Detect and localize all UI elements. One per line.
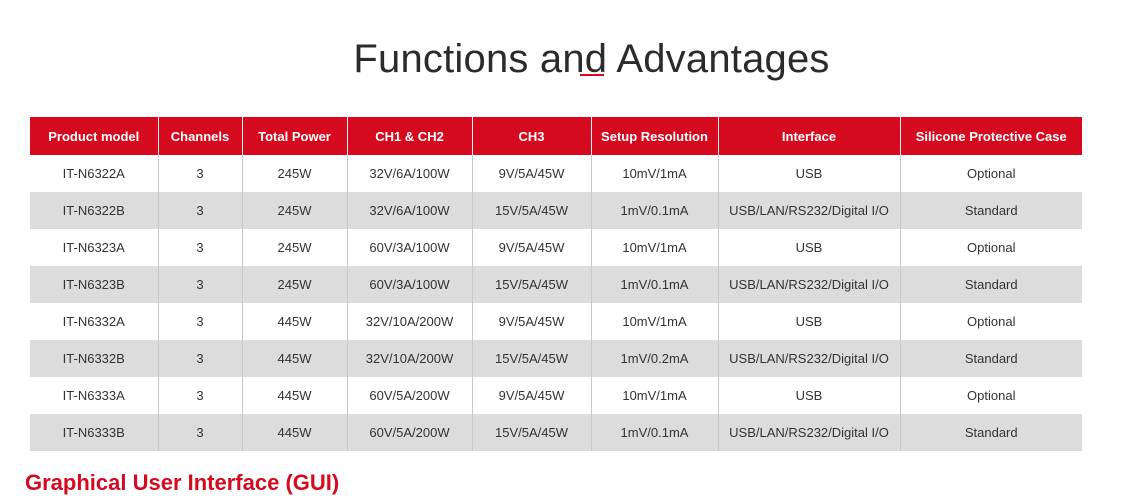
cell-setup-resolution: 10mV/1mA (591, 377, 719, 414)
table-row: IT-N6322A 3 245W 32V/6A/100W 9V/5A/45W 10mV/1… (30, 155, 1082, 192)
cell-total-power: 245W (242, 266, 348, 303)
cell-setup-resolution: 10mV/1mA (591, 155, 719, 192)
table-row: IT-N6332A 3 445W 32V/10A/200W 9V/5A/45W 10mV/… (30, 303, 1082, 340)
cell-protective-case: Standard (900, 414, 1082, 451)
cell-protective-case: Standard (900, 266, 1082, 303)
cell-total-power: 445W (242, 377, 348, 414)
cell-ch1-ch2: 60V/5A/200W (347, 414, 473, 451)
header-interface: Interface (718, 117, 901, 155)
cell-ch3: 15V/5A/45W (472, 266, 592, 303)
cell-setup-resolution: 1mV/0.1mA (591, 192, 719, 229)
cell-protective-case: Optional (967, 314, 1016, 329)
cell-channels: 3 (158, 266, 243, 303)
cell-ch3: 9V/5A/45W (472, 229, 592, 266)
cell-setup-resolution: 10mV/1mA (591, 229, 719, 266)
cell-interface: USB (718, 303, 901, 340)
cell-protective-case: Standard (900, 340, 1082, 377)
cell-ch3: 15V/5A/45W (472, 414, 592, 451)
cell-ch3: 9V/5A/45W (472, 377, 592, 414)
title-underline (580, 74, 604, 76)
table-row: IT-N6323A 3 245W 60V/3A/100W 9V/5A/45W 10mV/1… (30, 229, 1082, 266)
cell-product-model: IT-N6322A (30, 155, 159, 192)
cell-product-model: IT-N6332B (30, 340, 159, 377)
cell-product-model: IT-N6323B (30, 266, 159, 303)
cell-product-model: IT-N6322B (30, 192, 159, 229)
table-header-row: Product model Channels Total Power CH1 &… (30, 117, 1082, 155)
cell-ch3: 15V/5A/45W (472, 340, 592, 377)
cell-channels: 3 (158, 340, 243, 377)
header-setup-resolution: Setup Resolution (591, 117, 719, 155)
cell-product-model: IT-N6333B (30, 414, 159, 451)
cell-setup-resolution: 1mV/0.1mA (591, 414, 719, 451)
cell-channels: 3 (158, 303, 243, 340)
cell-protective-case: Optional (967, 166, 1016, 181)
cell-ch1-ch2: 32V/6A/100W (347, 155, 473, 192)
cell-interface: USB/LAN/RS232/Digital I/O (718, 414, 901, 451)
header-channels: Channels (158, 117, 243, 155)
cell-product-model: IT-N6333A (30, 377, 159, 414)
cell-interface: USB (718, 377, 901, 414)
cell-interface: USB (718, 229, 901, 266)
table-row: IT-N6333A 3 445W 60V/5A/200W 9V/5A/45W 10mV/1… (30, 377, 1082, 414)
cell-interface: USB/LAN/RS232/Digital I/O (718, 340, 901, 377)
cell-ch3: 9V/5A/45W (472, 155, 592, 192)
table-row: IT-N6322B 3 245W 32V/6A/100W 15V/5A/45W 1mV/0… (30, 192, 1082, 229)
cell-protective-case: Optional (967, 240, 1016, 255)
cell-channels: 3 (158, 229, 243, 266)
product-comparison-table: Product model Channels Total Power CH1 &… (30, 117, 1082, 451)
table-row: IT-N6323B 3 245W 60V/3A/100W 15V/5A/45W 1mV/0… (30, 266, 1082, 303)
header-protective-case: Silicone Protective Case (900, 117, 1082, 155)
cell-channels: 3 (158, 192, 243, 229)
header-total-power: Total Power (242, 117, 348, 155)
next-section-heading: Graphical User Interface (GUI) (25, 470, 340, 495)
cell-product-model: IT-N6332A (30, 303, 159, 340)
cell-total-power: 445W (242, 303, 348, 340)
cell-ch1-ch2: 60V/3A/100W (347, 229, 473, 266)
cell-ch1-ch2: 32V/6A/100W (347, 192, 473, 229)
table-row: IT-N6332B 3 445W 32V/10A/200W 15V/5A/45W 1mV/… (30, 340, 1082, 377)
cell-ch1-ch2: 60V/5A/200W (347, 377, 473, 414)
header-ch1-ch2: CH1 & CH2 (347, 117, 473, 155)
cell-channels: 3 (158, 414, 243, 451)
cell-setup-resolution: 10mV/1mA (591, 303, 719, 340)
cell-setup-resolution: 1mV/0.1mA (591, 266, 719, 303)
cell-ch3: 15V/5A/45W (472, 192, 592, 229)
cell-channels: 3 (158, 155, 243, 192)
header-product-model: Product model (30, 117, 159, 155)
cell-total-power: 445W (242, 414, 348, 451)
table-row: IT-N6333B 3 445W 60V/5A/200W 15V/5A/45W 1mV/0… (30, 414, 1082, 451)
cell-interface: USB/LAN/RS232/Digital I/O (718, 266, 901, 303)
cell-channels: 3 (158, 377, 243, 414)
header-ch3: CH3 (472, 117, 592, 155)
cell-protective-case: Optional (967, 388, 1016, 403)
cell-product-model: IT-N6323A (30, 229, 159, 266)
page-title: Functions and Advantages (353, 36, 830, 81)
cell-total-power: 245W (242, 155, 348, 192)
cell-total-power: 245W (242, 229, 348, 266)
cell-ch1-ch2: 32V/10A/200W (347, 303, 473, 340)
cell-total-power: 445W (242, 340, 348, 377)
cell-interface: USB (718, 155, 901, 192)
cell-protective-case: Standard (900, 192, 1082, 229)
cell-total-power: 245W (242, 192, 348, 229)
cell-ch1-ch2: 32V/10A/200W (347, 340, 473, 377)
cell-setup-resolution: 1mV/0.2mA (591, 340, 719, 377)
cell-ch3: 9V/5A/45W (472, 303, 592, 340)
cell-interface: USB/LAN/RS232/Digital I/O (718, 192, 901, 229)
cell-ch1-ch2: 60V/3A/100W (347, 266, 473, 303)
